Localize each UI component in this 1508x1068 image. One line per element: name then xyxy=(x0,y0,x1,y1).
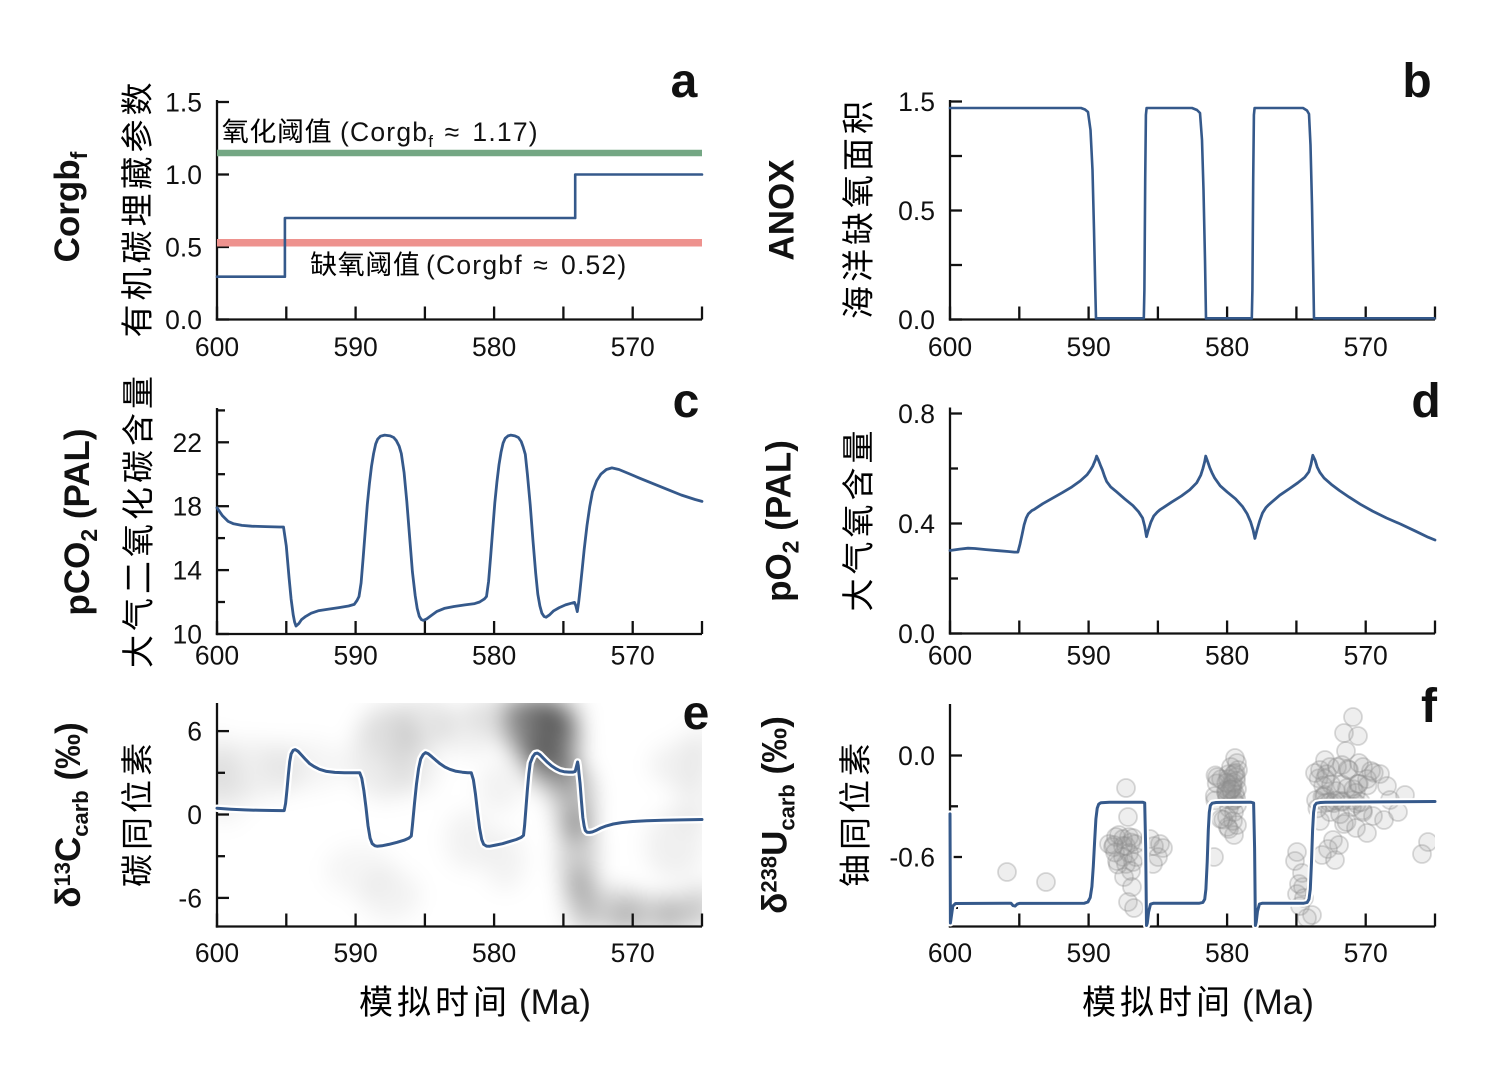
svg-text:c: c xyxy=(673,375,700,428)
svg-text:d: d xyxy=(1411,375,1440,428)
svg-text:0.4: 0.4 xyxy=(898,509,935,539)
svg-text:0.8: 0.8 xyxy=(898,399,935,429)
svg-text:570: 570 xyxy=(611,641,655,671)
svg-text:570: 570 xyxy=(1344,641,1388,671)
svg-text:580: 580 xyxy=(472,641,516,671)
svg-text:590: 590 xyxy=(1066,938,1110,968)
svg-text:570: 570 xyxy=(1344,938,1388,968)
svg-text:-0.6: -0.6 xyxy=(889,843,935,873)
svg-text:f: f xyxy=(1421,680,1438,733)
svg-text:590: 590 xyxy=(333,641,377,671)
svg-text:pO2 (PAL): pO2 (PAL) xyxy=(759,440,803,602)
svg-text:580: 580 xyxy=(1205,332,1249,362)
svg-text:1.5: 1.5 xyxy=(165,88,202,118)
svg-text:ANOX: ANOX xyxy=(762,159,801,261)
svg-text:e: e xyxy=(683,687,710,740)
svg-text:0.5: 0.5 xyxy=(165,233,202,263)
svg-text:580: 580 xyxy=(1205,641,1249,671)
svg-text:6: 6 xyxy=(187,717,202,747)
svg-text:600: 600 xyxy=(195,938,239,968)
svg-text:590: 590 xyxy=(333,938,377,968)
svg-text:-6: -6 xyxy=(178,883,202,913)
svg-text:0.0: 0.0 xyxy=(165,305,202,335)
svg-text:580: 580 xyxy=(1205,938,1249,968)
svg-text:570: 570 xyxy=(611,938,655,968)
svg-text:0: 0 xyxy=(187,800,202,830)
svg-text:a: a xyxy=(671,55,698,108)
svg-text:590: 590 xyxy=(1066,332,1110,362)
svg-text:580: 580 xyxy=(472,332,516,362)
svg-text:590: 590 xyxy=(333,332,377,362)
svg-text:(Ma): (Ma) xyxy=(1242,983,1314,1022)
svg-text:0.0: 0.0 xyxy=(898,619,935,649)
svg-text:570: 570 xyxy=(611,332,655,362)
svg-text:580: 580 xyxy=(472,938,516,968)
svg-text:14: 14 xyxy=(173,556,202,586)
svg-text:570: 570 xyxy=(1344,332,1388,362)
svg-text:0.0: 0.0 xyxy=(898,305,935,335)
svg-text:18: 18 xyxy=(173,492,202,522)
svg-text:pCO2 (PAL): pCO2 (PAL) xyxy=(58,428,102,615)
svg-text:600: 600 xyxy=(195,641,239,671)
svg-text:600: 600 xyxy=(928,938,972,968)
svg-text:22: 22 xyxy=(173,428,202,458)
svg-text:600: 600 xyxy=(928,332,972,362)
svg-text:Corgbf: Corgbf xyxy=(48,151,92,262)
svg-text:600: 600 xyxy=(195,332,239,362)
svg-text:0.0: 0.0 xyxy=(898,741,935,771)
svg-text:1.0: 1.0 xyxy=(165,160,202,190)
svg-text:b: b xyxy=(1402,55,1431,108)
svg-text:0.5: 0.5 xyxy=(898,196,935,226)
svg-text:1.5: 1.5 xyxy=(898,87,935,117)
svg-text:10: 10 xyxy=(173,620,202,650)
svg-text:600: 600 xyxy=(928,641,972,671)
svg-text:590: 590 xyxy=(1066,641,1110,671)
svg-text:(Corgbf ≈ 1.17): (Corgbf ≈ 1.17) xyxy=(340,117,539,151)
svg-text:(Corgbf ≈ 0.52): (Corgbf ≈ 0.52) xyxy=(426,250,627,280)
svg-text:(Ma): (Ma) xyxy=(519,983,591,1022)
